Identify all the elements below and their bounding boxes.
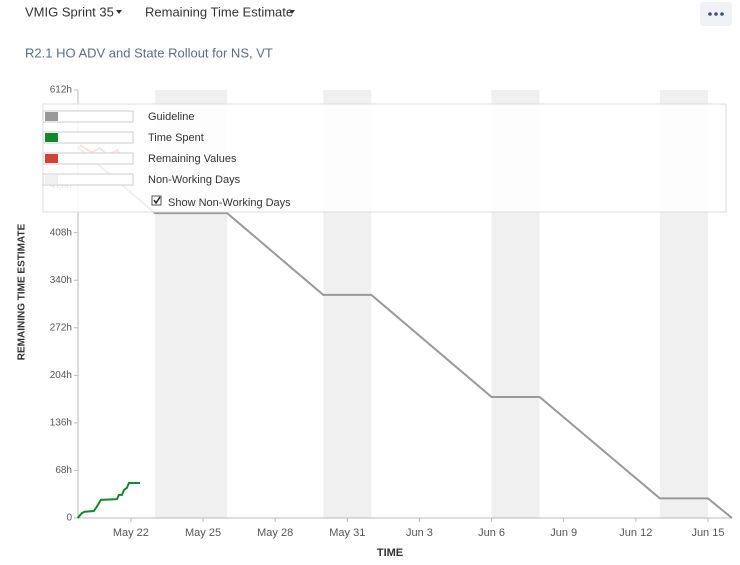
y-tick-label: 68h: [55, 465, 72, 476]
y-tick-label: 408h: [50, 227, 72, 238]
dot[interactable]: [720, 12, 724, 16]
y-tick-label: 204h: [50, 370, 72, 381]
x-tick-label: Jun 9: [550, 527, 577, 539]
legend-swatch: [45, 154, 58, 163]
y-axis-label: REMAINING TIME ESTIMATE: [17, 223, 28, 360]
x-tick-label: Jun 3: [406, 527, 433, 539]
legend-box: [42, 103, 727, 213]
x-tick-label: Jun 6: [478, 527, 505, 539]
dropdown-caret[interactable]: [289, 10, 295, 14]
legend-label: Non-Working Days: [148, 174, 241, 186]
legend-swatch-frame: [42, 173, 134, 186]
y-tick-label: 612h: [50, 85, 72, 96]
dropdown-caret[interactable]: [116, 10, 122, 14]
legend-label: Guideline: [148, 111, 194, 123]
legend-swatch: [45, 133, 58, 142]
more-button[interactable]: [700, 2, 732, 26]
x-tick-label: May 25: [185, 527, 221, 539]
series-line: [76, 482, 141, 519]
y-tick-label: 0: [66, 513, 72, 524]
legend-swatch-frame: [42, 152, 134, 165]
non-working-toggle[interactable]: [151, 195, 162, 206]
x-tick-label: May 31: [329, 527, 365, 539]
legend-swatch: [45, 112, 58, 121]
x-tick-label: May 22: [113, 527, 149, 539]
y-tick-label: 340h: [50, 275, 72, 286]
legend: Guideline Time Spent Remaining Values Non-W…: [42, 103, 727, 213]
sprint-selector[interactable]: VMIG Sprint 35: [25, 4, 114, 19]
legend-swatch-frame: [42, 110, 134, 123]
x-tick-label: Jun 12: [619, 527, 652, 539]
x-tick-label: May 28: [257, 527, 293, 539]
checkmark[interactable]: [153, 196, 161, 205]
y-tick-label: 272h: [50, 322, 72, 333]
y-tick-label: 136h: [50, 418, 72, 429]
legend-swatch-frame: [42, 131, 134, 144]
report-selector[interactable]: Remaining Time Estimate: [145, 4, 293, 19]
legend-swatch: [45, 175, 58, 184]
series-line: [77, 146, 733, 519]
x-axis-label: TIME: [377, 547, 403, 559]
dot[interactable]: [714, 12, 718, 16]
toggle-label: Show Non-Working Days: [168, 197, 291, 209]
legend-label: Remaining Values: [148, 153, 237, 165]
x-tick-label: Jun 15: [691, 527, 724, 539]
chart-subtitle: R2.1 HO ADV and State Rollout for NS, VT: [25, 45, 273, 60]
dot[interactable]: [708, 12, 712, 16]
legend-label: Time Spent: [148, 132, 204, 144]
